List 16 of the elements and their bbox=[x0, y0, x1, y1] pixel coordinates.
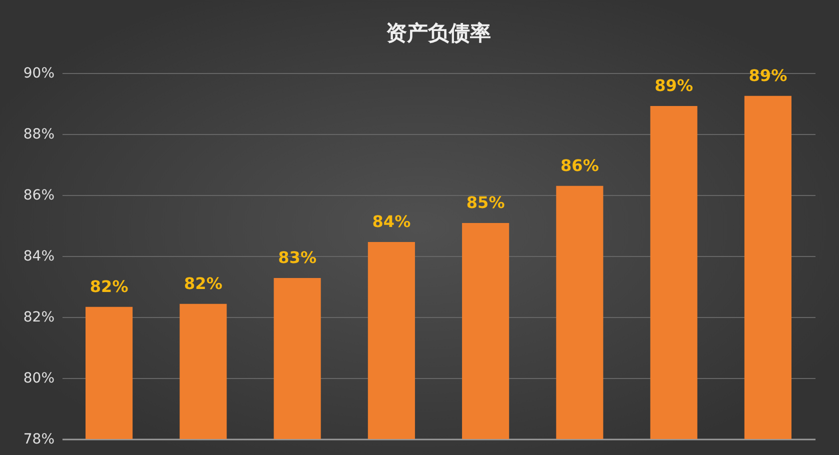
data-label: 82% bbox=[184, 274, 222, 293]
data-label: 84% bbox=[372, 212, 411, 231]
y-tick-label: 80% bbox=[23, 370, 54, 386]
y-tick-label: 78% bbox=[23, 432, 54, 448]
y-tick-label: 82% bbox=[23, 310, 54, 326]
y-tick-label: 90% bbox=[23, 66, 54, 82]
chart-title: 资产负债率 bbox=[386, 21, 491, 45]
data-label: 89% bbox=[654, 76, 693, 95]
data-label: 82% bbox=[90, 276, 128, 296]
data-label: 89% bbox=[748, 66, 788, 85]
y-tick-label: 86% bbox=[23, 188, 54, 204]
y-tick-label: 88% bbox=[23, 126, 54, 142]
data-label: 83% bbox=[278, 248, 316, 267]
y-tick-label: 84% bbox=[23, 248, 54, 264]
data-label: 85% bbox=[466, 193, 505, 212]
data-label: 86% bbox=[560, 156, 599, 175]
